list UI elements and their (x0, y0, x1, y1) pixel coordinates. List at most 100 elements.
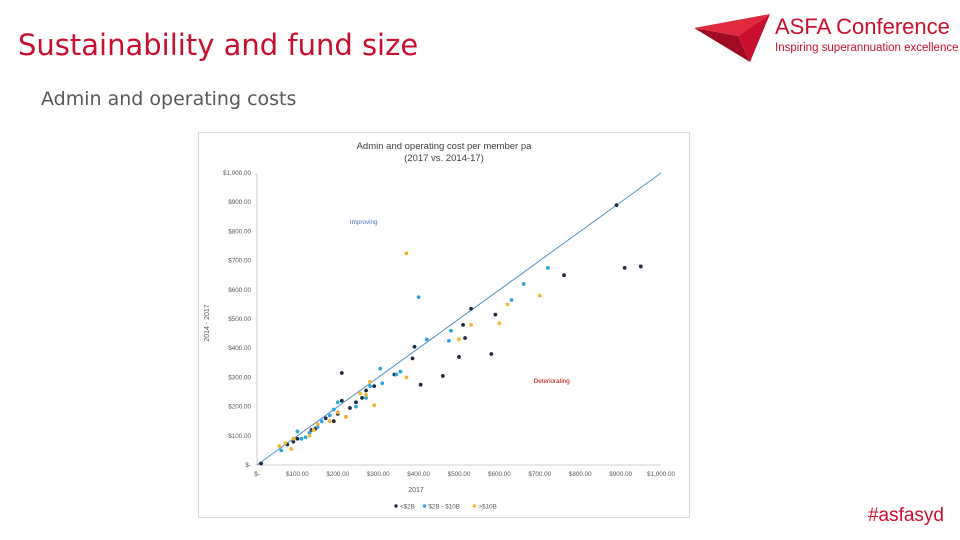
x-tick-labels: $- $100.00 $200.00 $300.00 $400.00 $500.00 $60… (254, 471, 675, 478)
scatter-point (364, 395, 368, 400)
scatter-point (416, 295, 421, 299)
x-tick-label: $700.00 (528, 471, 551, 478)
scatter-point (410, 356, 415, 361)
x-axis-title: 2017 (408, 487, 424, 494)
asfa-logo: ASFA Conference Inspiring superannuation… (692, 10, 958, 66)
chart-annotations: Improving Deteriorating (350, 219, 570, 385)
scatter-point (279, 448, 284, 453)
x-tick-label: $900.00 (609, 471, 632, 478)
scatter-point (537, 293, 542, 298)
y-tick-label: $100.00 (228, 433, 251, 440)
legend-marker (472, 504, 477, 508)
scatter-point (348, 406, 352, 410)
x-tick-label: $400.00 (407, 471, 430, 478)
y-tick-label: $- (245, 462, 251, 469)
chart-legend: <$2B $2B - $10B >$10B (394, 504, 497, 511)
chart-title: Admin and operating cost per member pa (357, 141, 533, 152)
legend-label: $2B - $10B (428, 504, 460, 511)
chart-annotation: Deteriorating (534, 378, 571, 385)
scatter-point (368, 379, 373, 384)
scatter-point (364, 388, 368, 393)
scatter-point (299, 436, 304, 441)
scatter-point (343, 414, 348, 419)
bird-logo-icon (694, 14, 770, 62)
scatter-point (412, 344, 417, 349)
scatter-point (303, 435, 308, 440)
scatter-point (521, 282, 526, 286)
scatter-point (380, 381, 385, 386)
legend-marker (394, 504, 398, 508)
scatter-point (469, 322, 474, 327)
y-axis-title: 2014 - 2017 (204, 304, 211, 341)
x-tick-label: $500.00 (448, 471, 471, 478)
scatter-point (319, 419, 324, 424)
scatter-point (622, 266, 627, 270)
scatter-point (638, 264, 643, 269)
scatter-point (497, 321, 502, 326)
y-tick-label: $700.00 (228, 258, 251, 265)
logo-name: ASFA Conference (775, 14, 950, 39)
y-tick-label: $500.00 (228, 316, 251, 323)
scatter-point (295, 436, 300, 441)
scatter-point (354, 400, 358, 405)
scatter-point (315, 425, 320, 429)
scatter-point (418, 382, 423, 387)
scatter-point (614, 203, 619, 208)
scatter-point (354, 404, 358, 409)
scatter-point (368, 384, 373, 389)
scatter-point (440, 374, 445, 378)
y-tick-labels: $- $100.00 $200.00 $300.00 $400.00 $500.00 $60… (223, 170, 252, 469)
y-tick-label: $1,000.00 (223, 170, 252, 177)
scatter-point (404, 375, 409, 380)
y-tick-label: $600.00 (228, 287, 251, 294)
x-tick-label: $- (254, 471, 260, 478)
scatter-point (505, 302, 510, 307)
scatter-point (463, 336, 467, 340)
scatter-point (259, 461, 263, 466)
scatter-point (291, 439, 296, 444)
scatter-point (277, 444, 282, 448)
data-points (259, 203, 643, 466)
scatter-point (562, 273, 566, 278)
y-tick-label: $300.00 (228, 374, 251, 381)
scatter-point (327, 419, 332, 424)
hashtag: #asfasyd (867, 505, 944, 526)
x-tick-label: $100.00 (286, 471, 309, 478)
scatter-point (545, 266, 550, 270)
scatter-point (295, 429, 300, 434)
x-tick-label: $300.00 (367, 471, 390, 478)
scatter-point (291, 436, 296, 441)
scatter-chart: Admin and operating cost per member pa (… (204, 141, 676, 511)
slide-subtitle: Admin and operating costs (41, 88, 297, 110)
scatter-point (404, 251, 409, 256)
scatter-point (289, 447, 294, 451)
chart-subtitle: (2017 vs. 2014-17) (404, 153, 484, 164)
scatter-point (394, 372, 399, 377)
legend-marker (422, 504, 427, 508)
x-tick-label: $600.00 (488, 471, 511, 478)
scatter-point (323, 416, 328, 421)
scatter-point (331, 419, 336, 424)
scatter-point (372, 384, 377, 389)
scatter-point (339, 371, 344, 375)
legend-label: >$10B (478, 504, 496, 511)
scatter-point (358, 391, 362, 396)
scatter-point (457, 355, 461, 359)
scatter-point (398, 369, 403, 374)
scatter-point (372, 403, 377, 408)
y-tick-label: $800.00 (228, 228, 251, 235)
scatter-point (489, 352, 494, 356)
x-tick-label: $800.00 (569, 471, 592, 478)
scatter-point (461, 322, 465, 327)
trend-line-path (256, 172, 662, 466)
scatter-point (307, 433, 312, 438)
scatter-point (283, 441, 288, 445)
scatter-point (335, 410, 340, 415)
scatter-point (509, 298, 514, 302)
scatter-point (315, 422, 320, 427)
scatter-point (469, 306, 474, 311)
scatter-point (327, 413, 332, 418)
scatter-point (424, 337, 429, 342)
scatter-point (311, 428, 316, 432)
legend-label: <$2B (400, 504, 415, 511)
